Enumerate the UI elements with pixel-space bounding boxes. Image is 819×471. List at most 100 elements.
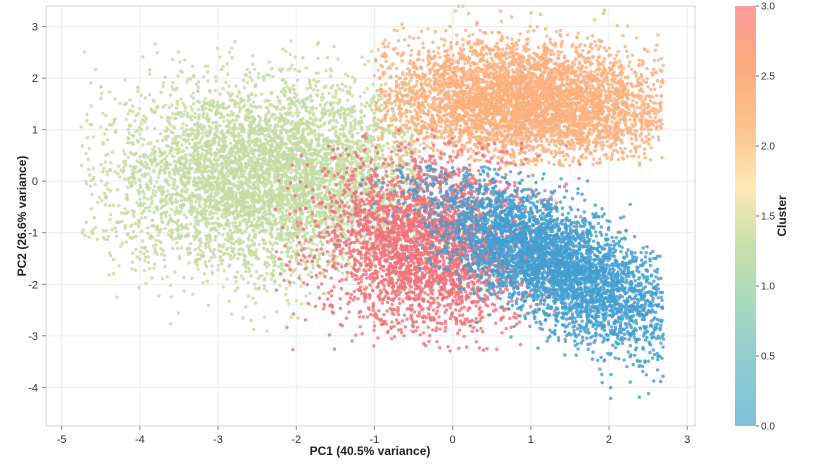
scatter-point <box>201 135 204 138</box>
scatter-point <box>208 205 211 208</box>
scatter-point <box>254 209 257 212</box>
scatter-point <box>159 132 162 135</box>
scatter-point <box>301 56 304 59</box>
scatter-point <box>104 154 107 157</box>
scatter-point <box>257 288 260 291</box>
scatter-point <box>289 39 292 42</box>
scatter-point <box>258 219 261 222</box>
scatter-point <box>381 153 384 156</box>
scatter-point <box>227 85 230 88</box>
scatter-point <box>129 141 132 144</box>
scatter-point <box>217 232 220 235</box>
scatter-point <box>189 154 192 157</box>
scatter-point <box>241 127 244 130</box>
scatter-point <box>305 193 308 196</box>
scatter-point <box>369 124 372 127</box>
scatter-point <box>292 88 295 91</box>
scatter-point <box>160 241 163 244</box>
scatter-point <box>195 208 198 211</box>
scatter-point <box>202 100 205 103</box>
scatter-point <box>278 284 281 287</box>
scatter-point <box>127 176 130 179</box>
scatter-point <box>324 221 327 224</box>
scatter-point <box>136 86 139 89</box>
scatter-point <box>257 149 260 152</box>
scatter-point <box>356 132 359 135</box>
scatter-point <box>243 169 246 172</box>
scatter-point <box>216 47 219 50</box>
scatter-point <box>364 105 367 108</box>
scatter-point <box>236 231 239 234</box>
scatter-point <box>131 152 134 155</box>
scatter-point <box>88 174 91 177</box>
scatter-point <box>134 269 137 272</box>
scatter-point <box>355 160 358 163</box>
scatter-point <box>321 116 324 119</box>
scatter-point <box>402 140 405 143</box>
scatter-point <box>312 79 315 82</box>
scatter-point <box>257 133 260 136</box>
scatter-point <box>233 40 236 43</box>
scatter-point <box>96 201 99 204</box>
scatter-point <box>131 134 134 137</box>
scatter-point <box>150 276 153 279</box>
scatter-point <box>316 261 319 264</box>
scatter-point <box>164 215 167 218</box>
scatter-point <box>208 244 211 247</box>
scatter-point <box>213 141 216 144</box>
scatter-point <box>156 139 159 142</box>
scatter-point <box>90 104 93 107</box>
scatter-point <box>149 158 152 161</box>
scatter-point <box>367 60 370 63</box>
scatter-point <box>389 155 392 158</box>
scatter-point <box>134 248 137 251</box>
scatter-point <box>265 272 268 275</box>
scatter-point <box>338 193 341 196</box>
scatter-point <box>216 108 219 111</box>
scatter-point <box>231 211 234 214</box>
scatter-point <box>154 157 157 160</box>
scatter-point <box>261 203 264 206</box>
scatter-point <box>159 228 162 231</box>
scatter-point <box>289 171 292 174</box>
scatter-point <box>185 182 188 185</box>
scatter-point <box>204 189 207 192</box>
scatter-point <box>322 272 325 275</box>
scatter-point <box>181 101 184 104</box>
scatter-point <box>128 124 131 127</box>
scatter-point <box>248 234 251 237</box>
scatter-point <box>164 76 167 79</box>
scatter-point <box>164 170 167 173</box>
scatter-point <box>280 229 283 232</box>
scatter-point <box>314 107 317 110</box>
scatter-point <box>315 158 318 161</box>
scatter-point <box>155 162 158 165</box>
scatter-point <box>176 185 179 188</box>
scatter-point <box>375 127 378 130</box>
scatter-point <box>108 90 111 93</box>
scatter-point <box>296 249 299 252</box>
scatter-point <box>92 176 95 179</box>
scatter-point <box>206 79 209 82</box>
scatter-point <box>326 188 329 191</box>
scatter-point <box>254 236 257 239</box>
scatter-point <box>159 165 162 168</box>
scatter-point <box>250 274 253 277</box>
scatter-point <box>176 247 179 250</box>
scatter-point <box>279 129 282 132</box>
scatter-point <box>286 176 289 179</box>
scatter-point <box>152 211 155 214</box>
scatter-point <box>242 141 245 144</box>
scatter-point <box>383 224 386 227</box>
scatter-point <box>275 204 278 207</box>
scatter-point <box>346 201 349 204</box>
scatter-point <box>90 193 93 196</box>
scatter-point <box>170 202 173 205</box>
scatter-point <box>207 134 210 137</box>
scatter-point <box>180 199 183 202</box>
scatter-point <box>295 183 298 186</box>
scatter-point <box>169 93 172 96</box>
scatter-point <box>104 114 107 117</box>
scatter-point <box>106 138 109 141</box>
scatter-point <box>302 163 305 166</box>
